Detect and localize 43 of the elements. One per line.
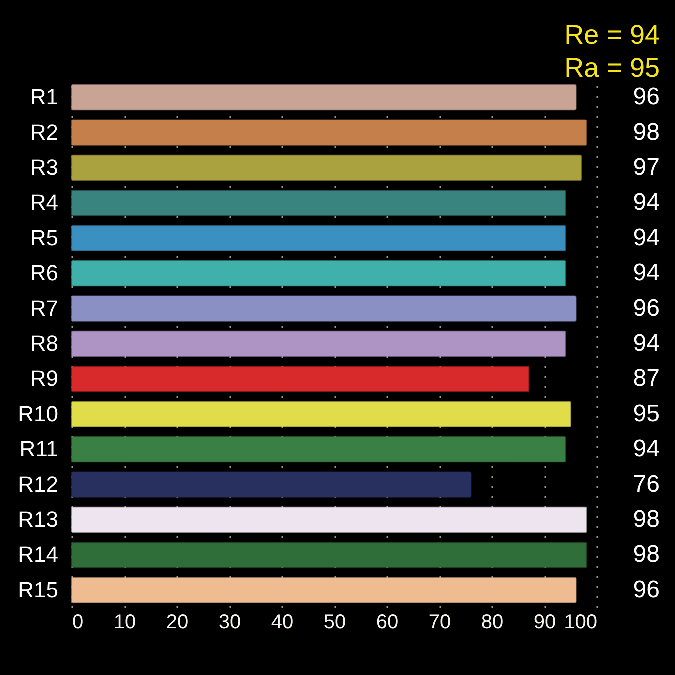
data-label: 87	[633, 365, 660, 392]
data-label: 97	[633, 154, 660, 181]
text: Re = 94	[564, 20, 660, 50]
data-label: 94	[633, 330, 660, 357]
data-label: 98	[633, 506, 660, 533]
x-tick-label: 90	[534, 612, 556, 634]
data-label: 94	[633, 436, 660, 463]
x-tick-label: 30	[218, 612, 242, 634]
data-label: 98	[633, 541, 660, 568]
x-tick-label: 100	[564, 612, 598, 634]
x-tick-label: 70	[428, 612, 452, 634]
x-tick-label: 10	[114, 612, 136, 634]
y-tick-label: R11	[20, 436, 58, 462]
y-tick-label: R6	[30, 260, 58, 286]
data-label: 94	[633, 224, 660, 252]
x-tick-label: 60	[376, 612, 399, 634]
y-tick-label: R2	[30, 120, 58, 145]
data-label: 76	[633, 470, 660, 498]
x-tick-label: 80	[481, 612, 504, 634]
y-tick-label: R12	[18, 472, 58, 497]
y-tick-label: R4	[30, 190, 58, 216]
data-label: 96	[633, 84, 660, 111]
x-tick-label: 40	[271, 612, 294, 634]
y-tick-label: R9	[30, 366, 58, 392]
y-tick-label: R8	[30, 331, 58, 356]
data-label: 96	[633, 576, 660, 604]
x-tick-label: 50	[324, 612, 346, 634]
data-label: 98	[633, 118, 660, 146]
data-label: 94	[633, 189, 660, 216]
annotation: Ra = 95	[564, 53, 660, 83]
y-tick-label: R10	[18, 401, 58, 426]
data-label: 95	[633, 400, 660, 428]
y-tick-label: R1	[30, 84, 58, 110]
y-tick-label: R3	[30, 155, 58, 180]
y-tick-label: R7	[30, 296, 58, 321]
x-tick-label: 20	[166, 612, 189, 634]
data-label: 96	[633, 294, 660, 322]
data-label: 94	[633, 260, 660, 287]
y-tick-label: R14	[18, 542, 58, 568]
y-tick-label: R15	[18, 577, 58, 602]
x-tick-label: 0	[72, 612, 84, 634]
y-tick-label: R13	[18, 507, 58, 532]
y-tick-label: R5	[30, 225, 58, 250]
